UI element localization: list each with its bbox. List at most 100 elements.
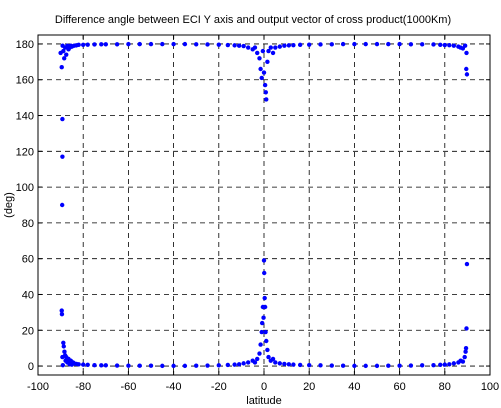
- data-point: [260, 48, 266, 54]
- data-point: [59, 308, 64, 313]
- data-point: [464, 66, 469, 72]
- data-point: [225, 362, 231, 368]
- data-point: [451, 361, 457, 366]
- data-point: [148, 363, 154, 368]
- data-point: [160, 363, 165, 369]
- data-point: [92, 362, 97, 368]
- y-tick-label: 160: [16, 75, 34, 87]
- data-point: [252, 360, 258, 365]
- x-tick-label: -60: [120, 381, 136, 393]
- x-axis-label: latitude: [246, 395, 281, 407]
- chart-title: Difference angle between ECI Y axis and …: [55, 14, 451, 26]
- data-point: [307, 42, 312, 47]
- data-point: [241, 361, 246, 366]
- data-point: [261, 258, 267, 263]
- data-point: [262, 82, 268, 88]
- data-point: [236, 362, 242, 367]
- data-point: [64, 52, 69, 57]
- data-point: [236, 43, 242, 48]
- x-tick-label: -100: [27, 381, 49, 393]
- data-point: [59, 202, 65, 208]
- data-point: [263, 90, 269, 95]
- x-tick-label: 20: [303, 381, 315, 393]
- y-tick-label: 60: [22, 254, 34, 266]
- data-point: [103, 363, 109, 368]
- data-point: [277, 361, 283, 366]
- data-point: [363, 363, 368, 369]
- data-point: [291, 43, 296, 48]
- data-point: [259, 320, 265, 326]
- data-point: [442, 362, 447, 367]
- data-point: [263, 329, 268, 335]
- data-point: [340, 41, 346, 47]
- axis-ticks: -100 -80 -60 -40 -20 0 20 40 60 80 100 0 20 40 60 80 100…: [16, 35, 499, 393]
- data-point: [386, 41, 391, 47]
- data-point: [61, 344, 66, 349]
- data-point: [273, 45, 278, 50]
- data-point: [340, 363, 346, 368]
- data-point: [318, 363, 323, 368]
- data-point: [205, 363, 210, 368]
- data-point: [462, 43, 468, 48]
- data-point: [148, 41, 154, 47]
- data-point: [126, 363, 131, 368]
- data-point: [60, 362, 66, 368]
- data-point: [291, 362, 296, 367]
- data-point: [420, 42, 425, 47]
- data-point: [431, 362, 436, 368]
- data-point: [286, 43, 292, 48]
- y-tick-label: 40: [22, 289, 34, 301]
- data-point: [182, 41, 188, 47]
- x-tick-label: 80: [439, 381, 451, 393]
- data-point: [258, 342, 263, 347]
- data-point: [81, 362, 86, 367]
- x-tick-label: 60: [393, 381, 405, 393]
- data-point: [62, 56, 67, 61]
- data-point: [438, 42, 443, 48]
- data-point: [258, 66, 263, 72]
- data-point: [397, 363, 402, 368]
- data-point: [261, 70, 267, 75]
- data-point: [265, 347, 270, 353]
- data-point: [171, 41, 176, 47]
- y-tick-label: 80: [22, 218, 34, 230]
- data-point: [85, 42, 90, 47]
- data-point: [99, 363, 104, 368]
- data-point: [137, 41, 142, 47]
- data-point: [76, 362, 81, 367]
- data-point: [318, 42, 323, 47]
- data-point: [447, 362, 452, 367]
- data-point: [352, 41, 357, 47]
- data-point: [171, 363, 176, 369]
- data-point: [408, 42, 414, 47]
- data-point: [262, 304, 268, 310]
- data-point: [137, 363, 142, 368]
- data-point: [103, 42, 109, 47]
- data-point: [374, 363, 380, 369]
- data-point: [464, 326, 469, 331]
- data-point: [216, 363, 221, 368]
- data-point: [464, 50, 469, 56]
- data-point: [463, 349, 468, 354]
- data-point: [59, 65, 64, 70]
- data-point: [268, 45, 273, 50]
- data-point: [60, 116, 65, 122]
- y-tick-label: 0: [28, 361, 34, 373]
- data-point: [286, 362, 292, 367]
- data-point: [273, 360, 278, 365]
- data-point: [114, 363, 120, 368]
- data-point: [266, 354, 271, 360]
- data-point: [255, 356, 260, 362]
- x-tick-label: -40: [166, 381, 182, 393]
- data-point: [451, 43, 457, 48]
- data-point: [261, 315, 266, 320]
- data-point: [245, 45, 251, 50]
- data-point: [329, 363, 334, 368]
- data-point: [259, 75, 264, 81]
- x-tick-label: -20: [211, 381, 227, 393]
- y-tick-label: 20: [22, 325, 34, 337]
- data-point: [92, 42, 97, 47]
- data-point: [420, 363, 425, 368]
- data-point: [62, 349, 67, 354]
- data-point: [194, 42, 199, 47]
